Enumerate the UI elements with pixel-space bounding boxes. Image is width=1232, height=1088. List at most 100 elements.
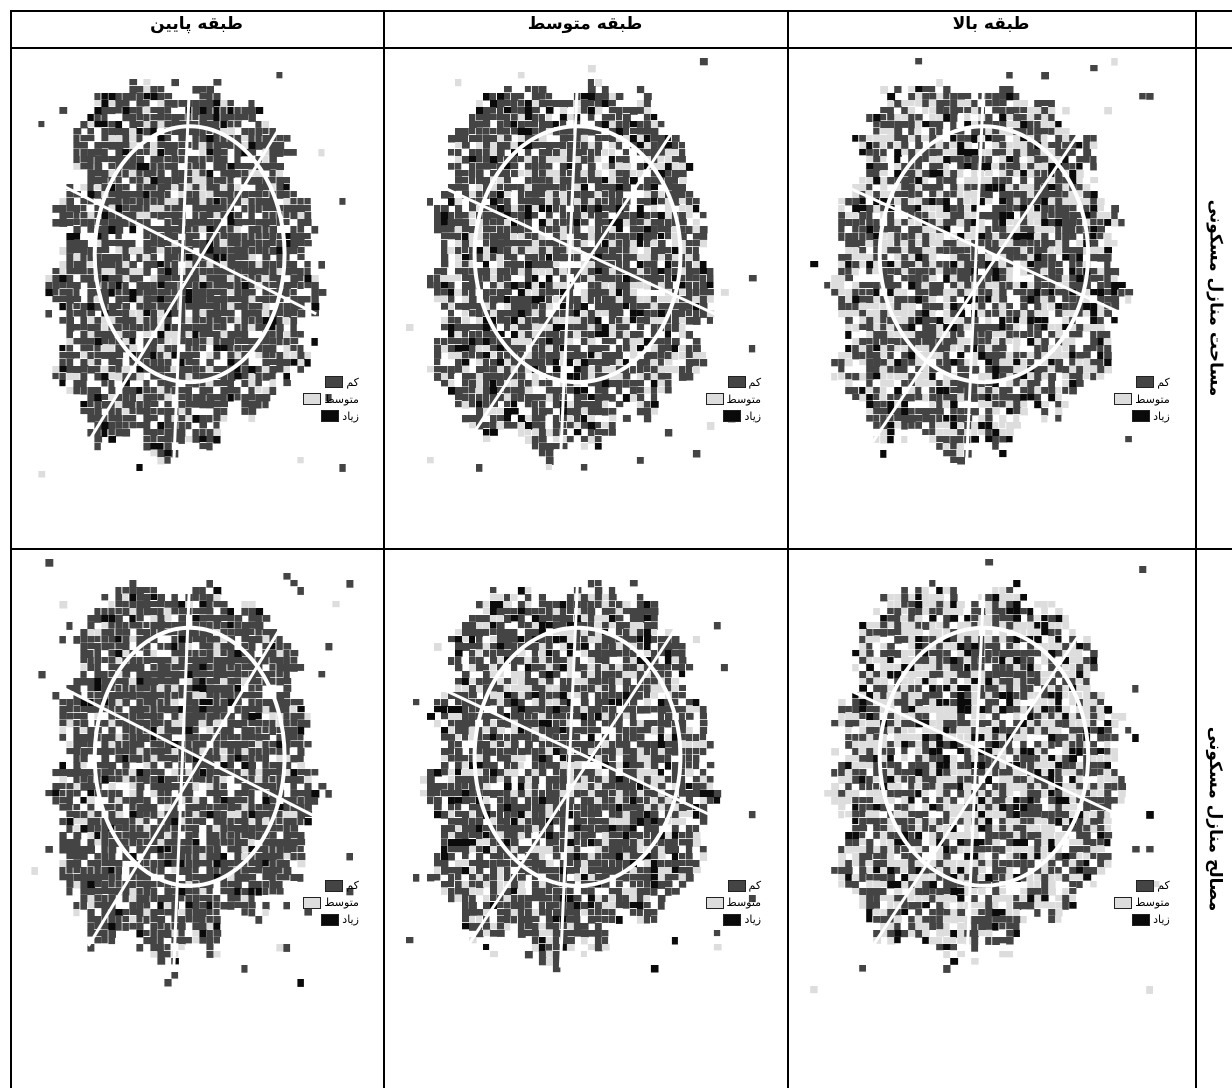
block [936, 212, 944, 219]
block [220, 387, 228, 395]
block [241, 261, 249, 269]
block [283, 177, 290, 184]
block [559, 324, 567, 331]
block [657, 156, 665, 163]
block [894, 219, 901, 227]
block [185, 184, 193, 192]
block [894, 289, 901, 296]
block [220, 128, 228, 136]
block [504, 191, 511, 198]
block [469, 338, 476, 346]
block [129, 205, 138, 212]
block [1069, 671, 1076, 678]
block [476, 352, 483, 359]
block [629, 317, 637, 324]
block [985, 594, 992, 601]
block [1020, 380, 1028, 387]
block [922, 636, 929, 643]
block [531, 352, 539, 360]
block [1041, 303, 1048, 311]
block [129, 338, 136, 345]
block [136, 198, 144, 206]
block [545, 443, 554, 451]
block [441, 345, 448, 353]
block [943, 601, 951, 609]
block [469, 303, 477, 310]
block [901, 422, 908, 430]
block [524, 436, 533, 444]
block [845, 296, 853, 304]
block [136, 275, 144, 282]
block [1006, 671, 1014, 678]
block [943, 114, 951, 122]
block [476, 177, 483, 185]
block [248, 219, 256, 226]
block [143, 212, 151, 219]
block [1055, 324, 1063, 332]
block [1090, 240, 1099, 247]
block [915, 608, 923, 616]
block [462, 317, 470, 325]
block [1097, 692, 1105, 700]
block [629, 289, 637, 297]
block [929, 268, 936, 276]
block [1076, 331, 1083, 338]
block [490, 380, 497, 388]
block [943, 436, 950, 444]
block [185, 156, 193, 163]
block [269, 317, 277, 325]
block [66, 331, 73, 339]
block [678, 184, 686, 192]
block [594, 107, 603, 115]
block [234, 247, 242, 255]
block [157, 450, 165, 458]
block [59, 247, 68, 255]
block [497, 275, 504, 283]
block [297, 254, 305, 260]
block [901, 289, 908, 297]
block [992, 282, 1001, 289]
block [276, 310, 283, 317]
block [185, 226, 192, 233]
block [650, 345, 659, 353]
block [248, 401, 256, 409]
block [601, 219, 610, 226]
block [255, 226, 262, 233]
block [566, 296, 574, 304]
block [985, 212, 993, 220]
block [664, 212, 673, 220]
block [950, 345, 957, 352]
block [87, 338, 95, 345]
block [213, 296, 222, 303]
block [1062, 275, 1069, 282]
block [636, 184, 644, 191]
block [915, 142, 923, 150]
block [915, 415, 923, 422]
block [950, 247, 958, 255]
block [950, 443, 957, 450]
block [476, 338, 483, 346]
block [511, 114, 518, 121]
block [957, 191, 964, 199]
block [929, 394, 936, 402]
block [476, 303, 483, 311]
block [580, 93, 589, 100]
block [1020, 352, 1027, 358]
block [455, 128, 463, 136]
block [880, 163, 888, 171]
block [220, 338, 229, 346]
block [985, 415, 993, 422]
block [1006, 142, 1013, 149]
block [1104, 233, 1112, 241]
block [999, 135, 1006, 142]
block [894, 233, 901, 241]
block [838, 359, 845, 366]
block [1006, 191, 1014, 199]
block [650, 198, 658, 205]
block [1104, 352, 1112, 360]
block [80, 135, 88, 142]
block [241, 240, 249, 248]
block [511, 373, 518, 380]
block [441, 254, 449, 262]
block [304, 268, 311, 276]
